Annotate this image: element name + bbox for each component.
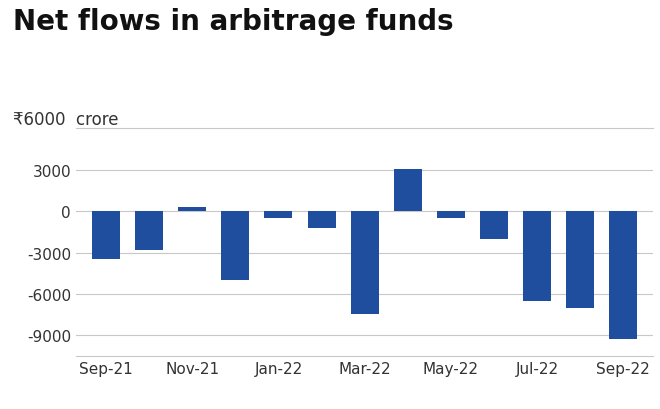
Bar bbox=[523, 212, 551, 301]
Bar bbox=[135, 212, 163, 250]
Bar bbox=[437, 212, 465, 219]
Text: ₹6000  crore: ₹6000 crore bbox=[13, 110, 119, 128]
Bar bbox=[308, 212, 335, 228]
Bar bbox=[566, 212, 594, 308]
Bar bbox=[178, 208, 207, 212]
Bar bbox=[92, 212, 120, 260]
Bar bbox=[350, 212, 379, 315]
Text: Net flows in arbitrage funds: Net flows in arbitrage funds bbox=[13, 8, 454, 36]
Bar bbox=[394, 170, 422, 212]
Bar bbox=[265, 212, 292, 219]
Bar bbox=[221, 212, 249, 280]
Bar bbox=[480, 212, 508, 239]
Bar bbox=[609, 212, 638, 339]
